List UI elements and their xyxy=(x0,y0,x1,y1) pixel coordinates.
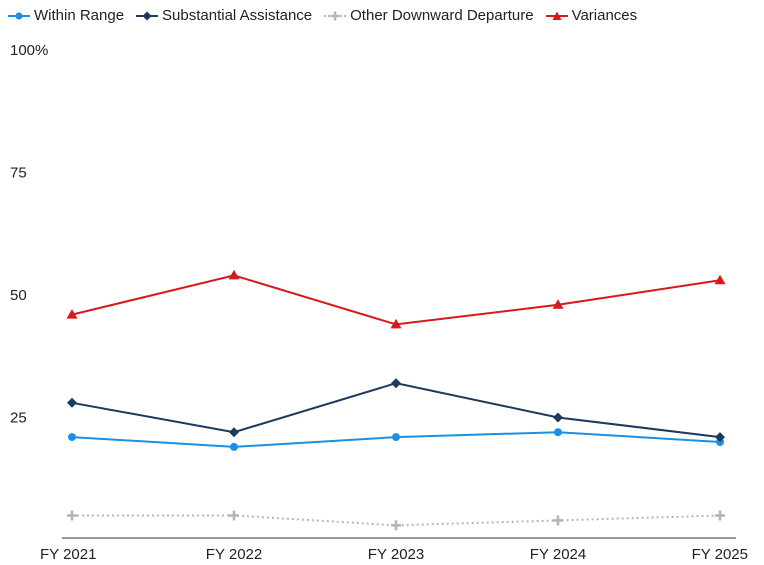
legend-label-substantial-assistance: Substantial Assistance xyxy=(162,7,313,24)
data-point-circle[interactable] xyxy=(230,442,238,451)
series-line-substantial-assistance xyxy=(71,382,721,439)
legend-line-triangle-icon xyxy=(545,11,568,20)
data-point-circle[interactable] xyxy=(68,433,76,442)
legend-item-substantial-assistance[interactable]: Substantial Assistance xyxy=(136,7,312,24)
series-lines xyxy=(71,274,721,527)
x-tick-label: FY 2021 xyxy=(40,546,96,563)
data-point-triangle[interactable] xyxy=(714,274,726,285)
x-tick-label: FY 2025 xyxy=(692,546,748,563)
data-point-triangle[interactable] xyxy=(390,318,402,329)
x-tick-label: FY 2023 xyxy=(368,546,424,563)
y-tick-label: 25 xyxy=(10,410,27,427)
x-tick-label: FY 2024 xyxy=(530,546,586,563)
data-point-diamond[interactable] xyxy=(391,378,401,389)
data-point-triangle[interactable] xyxy=(552,299,564,309)
legend-item-within-range[interactable]: Within Range xyxy=(8,7,124,24)
y-tick-label: 50 xyxy=(10,287,27,304)
data-point-triangle[interactable] xyxy=(66,309,78,319)
legend-item-other-downward-departure[interactable]: Other Downward Departure xyxy=(324,7,534,24)
x-tick-label: FY 2022 xyxy=(206,546,262,563)
data-point-plus[interactable] xyxy=(229,510,239,521)
x-axis-tick-labels: FY 2021 FY 2022 FY 2023 FY 2024 FY 2025 xyxy=(40,546,748,563)
series-markers xyxy=(66,269,726,531)
chart-legend: Within Range Substantial Assistance Othe… xyxy=(8,7,649,24)
legend-label-variances: Variances xyxy=(571,7,638,24)
data-point-plus[interactable] xyxy=(715,510,725,521)
series-line-other-downward-departure xyxy=(72,514,721,527)
legend-label-within-range: Within Range xyxy=(34,7,125,24)
legend-line-circle-icon xyxy=(8,12,30,19)
legend-item-variances[interactable]: Variances xyxy=(545,7,638,24)
legend-label-other-downward-departure: Other Downward Departure xyxy=(350,7,534,24)
data-point-circle[interactable] xyxy=(392,433,400,442)
y-tick-label: 100% xyxy=(10,42,48,59)
data-point-plus[interactable] xyxy=(67,510,77,521)
data-point-plus[interactable] xyxy=(553,515,563,526)
data-point-diamond[interactable] xyxy=(553,412,563,423)
data-point-triangle[interactable] xyxy=(228,269,240,280)
y-axis-tick-labels: 100% 75 50 25 xyxy=(10,42,48,427)
y-tick-label: 75 xyxy=(10,165,27,182)
series-line-variances xyxy=(71,274,721,326)
legend-line-diamond-icon xyxy=(136,11,159,20)
data-point-circle[interactable] xyxy=(554,428,562,437)
data-point-diamond[interactable] xyxy=(67,397,77,408)
data-point-plus[interactable] xyxy=(391,520,401,531)
data-point-diamond[interactable] xyxy=(229,427,239,438)
legend-line-plus-icon xyxy=(324,11,347,20)
data-point-diamond[interactable] xyxy=(715,432,725,443)
